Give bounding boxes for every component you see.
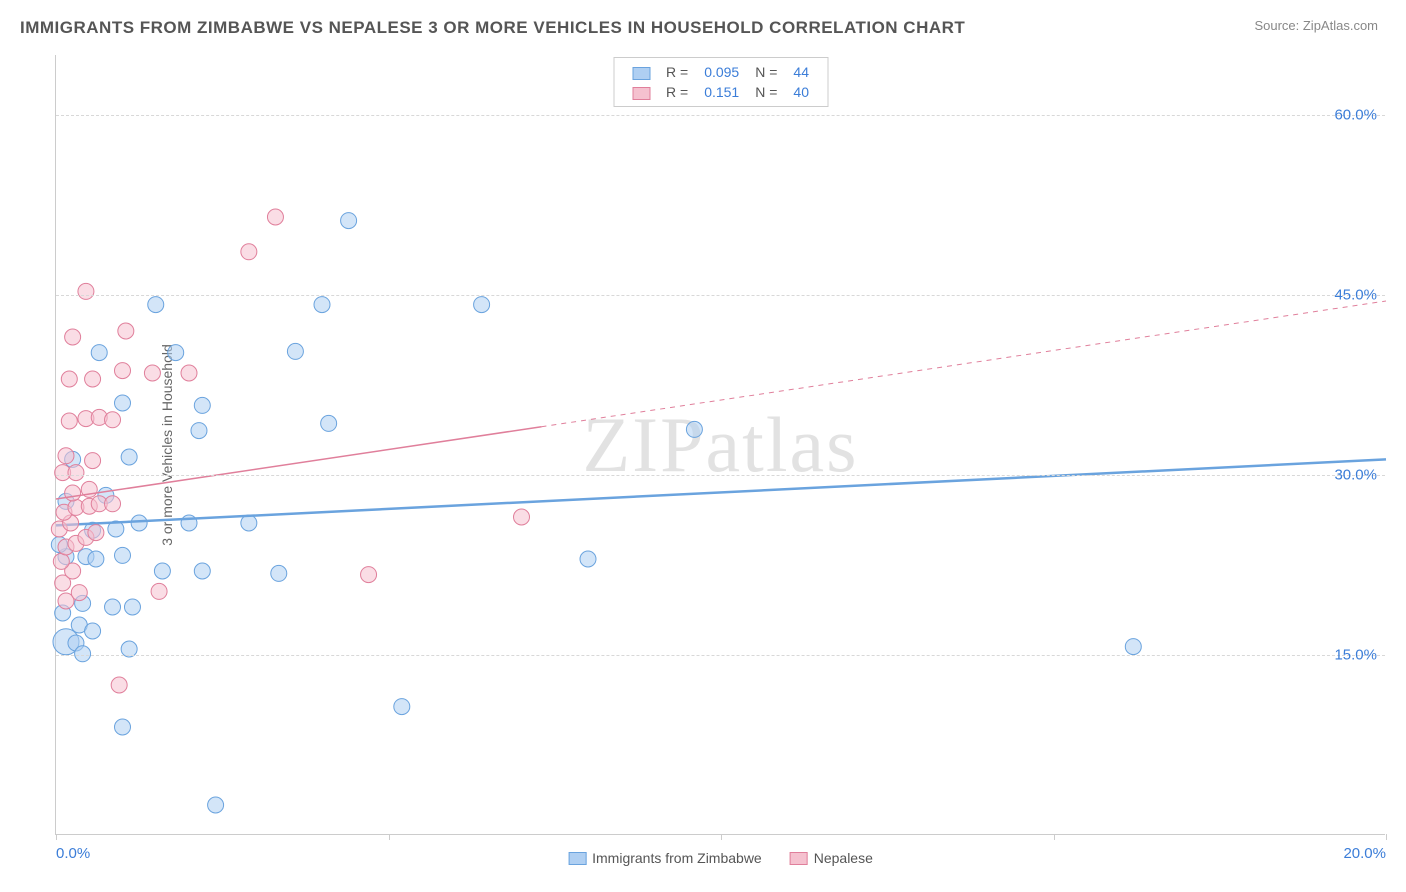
legend-row: R = 0.095 N = 44 — [624, 62, 817, 82]
x-tick — [721, 834, 722, 840]
scatter-point — [75, 646, 91, 662]
scatter-point — [61, 413, 77, 429]
gridline — [56, 475, 1385, 476]
scatter-point — [1125, 639, 1141, 655]
trend-line-dashed — [541, 301, 1386, 427]
gridline — [56, 655, 1385, 656]
scatter-point — [241, 244, 257, 260]
scatter-point — [168, 345, 184, 361]
legend-swatch — [568, 852, 586, 865]
scatter-point — [474, 297, 490, 313]
scatter-point — [88, 551, 104, 567]
scatter-point — [514, 509, 530, 525]
scatter-point — [118, 323, 134, 339]
scatter-point — [580, 551, 596, 567]
scatter-point — [88, 525, 104, 541]
gridline — [56, 295, 1385, 296]
y-tick-label: 15.0% — [1334, 647, 1377, 664]
scatter-point — [151, 583, 167, 599]
scatter-point — [115, 395, 131, 411]
scatter-point — [124, 599, 140, 615]
scatter-point — [65, 485, 81, 501]
legend-label: Nepalese — [814, 850, 873, 866]
chart-header: IMMIGRANTS FROM ZIMBABWE VS NEPALESE 3 O… — [0, 0, 1406, 46]
scatter-point — [115, 547, 131, 563]
scatter-point — [267, 209, 283, 225]
scatter-point — [361, 567, 377, 583]
scatter-point — [53, 553, 69, 569]
scatter-point — [154, 563, 170, 579]
x-tick — [1386, 834, 1387, 840]
legend-item: Nepalese — [790, 850, 873, 866]
scatter-point — [111, 677, 127, 693]
scatter-point — [68, 465, 84, 481]
legend-swatch — [790, 852, 808, 865]
scatter-point — [58, 448, 74, 464]
scatter-point — [194, 397, 210, 413]
scatter-plot-svg — [56, 55, 1385, 834]
scatter-point — [65, 329, 81, 345]
chart-title: IMMIGRANTS FROM ZIMBABWE VS NEPALESE 3 O… — [20, 18, 965, 38]
legend-n-label: N = — [747, 82, 785, 102]
scatter-point — [105, 496, 121, 512]
legend-label: Immigrants from Zimbabwe — [592, 850, 762, 866]
scatter-point — [341, 213, 357, 229]
scatter-point — [241, 515, 257, 531]
chart-source: Source: ZipAtlas.com — [1254, 18, 1378, 33]
scatter-point — [131, 515, 147, 531]
x-tick — [56, 834, 57, 840]
legend-row: R = 0.151 N = 40 — [624, 82, 817, 102]
scatter-point — [194, 563, 210, 579]
legend-correlation: R = 0.095 N = 44 R = 0.151 N = 40 — [613, 57, 828, 107]
legend-r-label: R = — [658, 82, 696, 102]
legend-series: Immigrants from Zimbabwe Nepalese — [568, 850, 873, 866]
scatter-point — [91, 345, 107, 361]
scatter-point — [686, 421, 702, 437]
scatter-point — [208, 797, 224, 813]
scatter-point — [115, 363, 131, 379]
scatter-point — [85, 371, 101, 387]
legend-n-label: N = — [747, 62, 785, 82]
legend-swatch — [632, 67, 650, 80]
legend-n-value: 40 — [785, 82, 817, 102]
x-tick-label: 0.0% — [56, 845, 90, 862]
gridline — [56, 115, 1385, 116]
scatter-point — [85, 623, 101, 639]
y-tick-label: 60.0% — [1334, 107, 1377, 124]
scatter-point — [61, 371, 77, 387]
scatter-point — [85, 453, 101, 469]
legend-r-value: 0.095 — [696, 62, 747, 82]
scatter-point — [71, 585, 87, 601]
scatter-point — [271, 565, 287, 581]
legend-r-label: R = — [658, 62, 696, 82]
scatter-point — [181, 365, 197, 381]
scatter-point — [394, 699, 410, 715]
scatter-point — [314, 297, 330, 313]
scatter-point — [105, 599, 121, 615]
legend-n-value: 44 — [785, 62, 817, 82]
y-tick-label: 45.0% — [1334, 287, 1377, 304]
scatter-point — [115, 719, 131, 735]
scatter-point — [105, 412, 121, 428]
y-tick-label: 30.0% — [1334, 467, 1377, 484]
scatter-point — [78, 283, 94, 299]
chart-area: 3 or more Vehicles in Household ZIPatlas… — [55, 55, 1385, 835]
legend-table: R = 0.095 N = 44 R = 0.151 N = 40 — [624, 62, 817, 102]
scatter-point — [144, 365, 160, 381]
x-tick — [389, 834, 390, 840]
legend-item: Immigrants from Zimbabwe — [568, 850, 762, 866]
scatter-point — [121, 449, 137, 465]
scatter-point — [321, 415, 337, 431]
legend-swatch — [632, 87, 650, 100]
scatter-point — [287, 343, 303, 359]
x-tick-label: 20.0% — [1343, 845, 1386, 862]
x-tick — [1054, 834, 1055, 840]
scatter-point — [191, 423, 207, 439]
legend-r-value: 0.151 — [696, 82, 747, 102]
scatter-point — [148, 297, 164, 313]
